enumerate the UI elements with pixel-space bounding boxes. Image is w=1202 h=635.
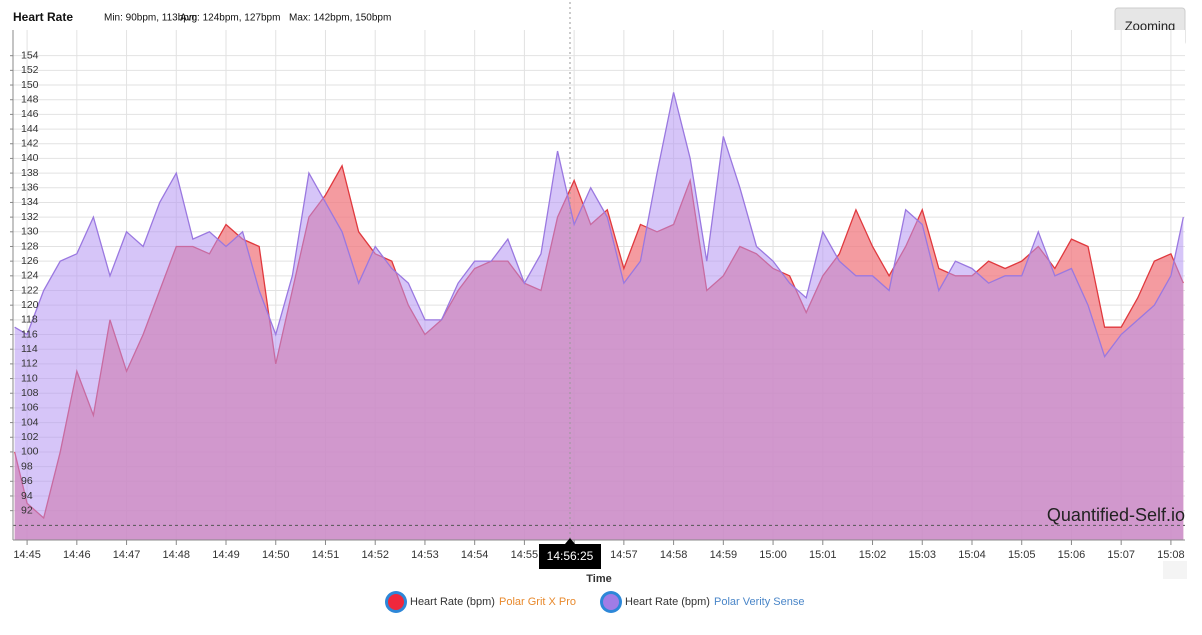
x-tick-label: 14:58 <box>660 549 688 561</box>
y-tick-label: 128 <box>21 240 39 252</box>
y-tick-label: 148 <box>21 93 39 105</box>
x-tick-label: 15:02 <box>859 549 887 561</box>
x-tick-label: 15:06 <box>1058 549 1086 561</box>
legend-marker <box>603 594 619 610</box>
x-tick-label: 14:50 <box>262 549 290 561</box>
y-tick-label: 136 <box>21 182 39 194</box>
legend-metric: Heart Rate (bpm) <box>625 596 710 608</box>
y-tick-label: 138 <box>21 167 39 179</box>
x-tick-label: 15:04 <box>958 549 986 561</box>
tooltip-time: 14:56:25 <box>547 549 594 563</box>
y-tick-label: 146 <box>21 108 39 120</box>
y-tick-label: 130 <box>21 226 39 238</box>
y-tick-label: 154 <box>21 49 39 61</box>
series-area <box>14 92 1184 541</box>
y-tick-label: 116 <box>21 328 38 340</box>
y-tick-label: 102 <box>21 431 39 443</box>
y-tick-label: 118 <box>21 314 38 326</box>
y-tick-label: 120 <box>21 299 39 311</box>
y-tick-label: 110 <box>21 372 38 384</box>
legend-name: Polar Verity Sense <box>714 596 805 608</box>
x-tick-label: 14:53 <box>411 549 439 561</box>
y-tick-label: 142 <box>21 138 39 150</box>
x-tick-label: 14:57 <box>610 549 638 561</box>
y-tick-label: 140 <box>21 152 39 164</box>
tooltip-box <box>539 544 601 569</box>
legend-name: Polar Grit X Pro <box>499 596 576 608</box>
x-tick-label: 15:07 <box>1107 549 1135 561</box>
x-tick-label: 15:00 <box>759 549 787 561</box>
y-tick-label: 134 <box>21 196 39 208</box>
x-tick-label: 14:49 <box>212 549 240 561</box>
tooltip-arrow <box>565 538 575 544</box>
y-tick-label: 152 <box>21 64 39 76</box>
x-tick-label: 14:54 <box>461 549 489 561</box>
x-tick-label: 15:03 <box>908 549 936 561</box>
stat-avg: Avg: 124bpm, 127bpm <box>180 13 280 24</box>
plot <box>13 2 1185 541</box>
y-tick-label: 114 <box>21 343 38 355</box>
x-tick-label: 14:59 <box>710 549 738 561</box>
x-tick-label: 15:01 <box>809 549 837 561</box>
series-line <box>14 92 1184 358</box>
stat-max: Max: 142bpm, 150bpm <box>289 13 391 24</box>
stat-min: Min: 90bpm, 113bpm <box>104 13 197 24</box>
y-tick-label: 94 <box>21 490 33 502</box>
y-tick-label: 106 <box>21 402 39 414</box>
legend: Heart Rate (bpm) Polar Grit X Pro Heart Ra… <box>385 591 804 613</box>
axes: 92 94 96 98 100 102 104 106 108 110 112 114 116 118 12… <box>10 30 1185 561</box>
menu-box[interactable] <box>1163 561 1187 579</box>
chart-title: Heart Rate <box>13 10 73 24</box>
x-tick-label: 14:45 <box>13 549 41 561</box>
y-tick-label: 92 <box>21 504 33 516</box>
x-tick-label: 14:48 <box>163 549 191 561</box>
legend-marker <box>388 594 404 610</box>
y-tick-label: 132 <box>21 211 39 223</box>
watermark: Quantified-Self.io <box>1047 505 1185 525</box>
y-tick-label: 100 <box>21 446 39 458</box>
y-tick-label: 126 <box>21 255 39 267</box>
y-tick-label: 108 <box>21 387 39 399</box>
x-tick-label: 14:55 <box>511 549 539 561</box>
x-tick-label: 15:08 <box>1157 549 1185 561</box>
y-tick-label: 122 <box>21 284 39 296</box>
y-tick-label: 98 <box>21 460 33 472</box>
y-tick-label: 150 <box>21 79 39 91</box>
y-tick-label: 112 <box>21 358 38 370</box>
legend-metric: Heart Rate (bpm) <box>410 596 495 608</box>
x-tick-label: 14:46 <box>63 549 91 561</box>
y-tick-label: 96 <box>21 475 33 487</box>
y-tick-label: 104 <box>21 416 39 428</box>
x-tick-label: 14:47 <box>113 549 141 561</box>
x-tick-label: 14:51 <box>312 549 340 561</box>
y-tick-label: 144 <box>21 123 39 135</box>
zoom-button-label[interactable]: Zooming <box>1125 18 1176 33</box>
x-tick-label: 15:05 <box>1008 549 1036 561</box>
y-tick-label: 124 <box>21 270 39 282</box>
x-tick-label: 14:52 <box>361 549 389 561</box>
x-axis-title: Time <box>586 573 611 585</box>
